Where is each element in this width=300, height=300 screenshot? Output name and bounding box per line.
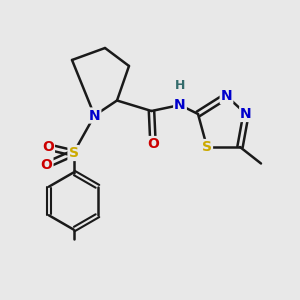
Text: N: N <box>174 98 186 112</box>
Text: N: N <box>89 109 100 122</box>
Text: N: N <box>240 107 252 121</box>
Text: O: O <box>40 158 52 172</box>
Text: O: O <box>42 140 54 154</box>
Text: S: S <box>202 140 212 154</box>
Text: N: N <box>221 89 232 103</box>
Text: O: O <box>147 137 159 151</box>
Text: H: H <box>175 79 185 92</box>
Text: S: S <box>68 146 79 160</box>
